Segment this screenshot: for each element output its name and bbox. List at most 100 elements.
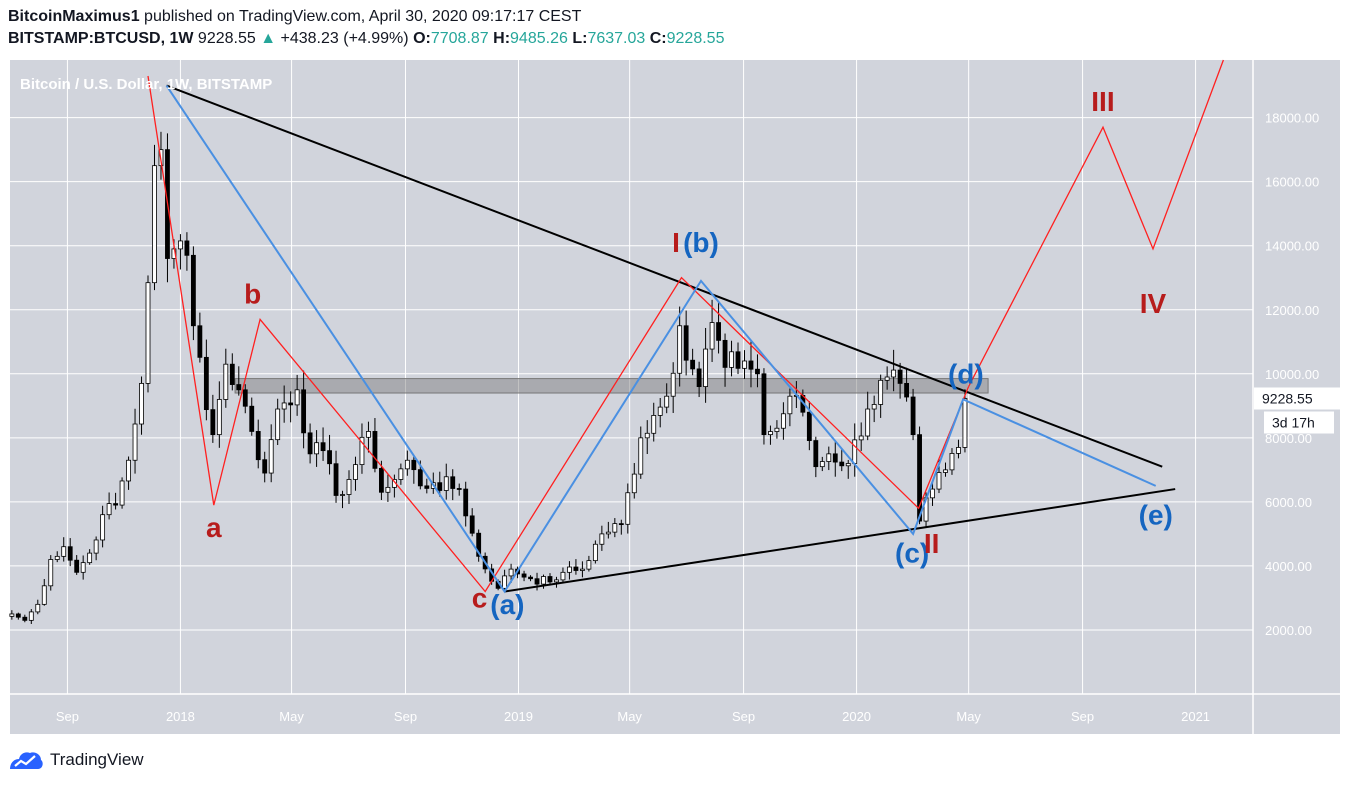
candle-up <box>729 351 734 368</box>
candle-up <box>404 459 410 470</box>
candle-up <box>48 559 54 587</box>
candle-down <box>210 409 216 436</box>
candle-up <box>644 432 650 439</box>
candle-down <box>832 453 838 463</box>
candle-down <box>15 613 21 618</box>
x-tick-label: Sep <box>394 709 417 724</box>
candle-up <box>930 488 935 499</box>
candle-up <box>398 468 404 480</box>
candle-down <box>716 322 721 341</box>
candle-down <box>113 503 119 506</box>
wave-path[interactable] <box>147 75 970 593</box>
candle-down <box>450 476 456 489</box>
candle-down <box>379 467 384 493</box>
candle-up <box>780 413 786 429</box>
candle-up <box>631 473 637 494</box>
time-axis[interactable] <box>10 694 1253 734</box>
wave-label: II <box>924 528 940 559</box>
trendline[interactable] <box>504 488 1176 593</box>
candle-down <box>203 356 209 411</box>
candle-down <box>456 488 462 490</box>
candle-up <box>145 282 151 384</box>
x-tick-label: 2019 <box>504 709 533 724</box>
x-tick-label: Sep <box>1071 709 1094 724</box>
last-price-label: 9228.55 <box>1262 390 1313 406</box>
candle-up <box>560 571 566 581</box>
candle-down <box>197 325 203 358</box>
candle-down <box>897 369 903 384</box>
candle-up <box>891 369 897 378</box>
candle-down <box>288 402 294 406</box>
resistance-zone[interactable] <box>234 378 989 394</box>
candle-up <box>670 372 676 397</box>
candle-up <box>878 379 884 405</box>
candle-down <box>327 450 332 465</box>
x-tick-label: 2021 <box>1181 709 1210 724</box>
candle-down <box>67 546 73 561</box>
candle-up <box>567 566 572 573</box>
author-name[interactable]: BitcoinMaximus1 <box>8 8 140 25</box>
candle-up <box>340 494 345 496</box>
candle-down <box>333 463 339 496</box>
drawings <box>147 59 1225 594</box>
candle-up <box>936 472 942 490</box>
candle-up <box>774 427 780 432</box>
candle-up <box>858 435 864 441</box>
wave-label: (c) <box>895 538 929 569</box>
wave-path[interactable] <box>968 59 1225 387</box>
change-arrow-icon: ▲ <box>260 30 277 47</box>
candle-up <box>126 459 131 482</box>
candle-down <box>301 389 307 434</box>
candle-up <box>443 476 449 491</box>
last-price: 9228.55 <box>197 30 256 47</box>
candle-down <box>74 559 80 573</box>
candle-up <box>625 492 631 525</box>
grid <box>10 60 1253 694</box>
candle-up <box>61 546 67 557</box>
y-tick-label: 2000.00 <box>1265 623 1312 638</box>
candle-up <box>275 408 281 441</box>
y-tick-label: 8000.00 <box>1265 431 1312 446</box>
wave-label: (e) <box>1139 499 1173 530</box>
plot-area[interactable] <box>10 60 1253 694</box>
candle-down <box>690 359 696 370</box>
time-axis-labels: Sep 2018 May Sep 2019 May Sep 2020 May Sep 2021 <box>56 709 1210 724</box>
candle-down <box>534 578 540 585</box>
candle-up <box>35 603 41 613</box>
ohlc-line: BITSTAMP:BTCUSD, 1W 9228.55 ▲ +438.23 (+… <box>8 28 1348 50</box>
x-tick-label: Sep <box>732 709 755 724</box>
publication-line: BitcoinMaximus1 published on TradingView… <box>8 6 1348 28</box>
candle-up <box>502 575 508 589</box>
candle-down <box>372 431 378 469</box>
x-tick-label: May <box>279 709 304 724</box>
wave-label: (b) <box>683 227 719 258</box>
high-value: 9485.26 <box>510 30 568 47</box>
candle-up <box>768 431 773 436</box>
low-label: L: <box>572 30 588 47</box>
candle-down <box>573 566 579 571</box>
candle-down <box>910 396 916 436</box>
wave-labels: a b c (a) I (b) (c)II (d) (e) III IV <box>206 86 1173 620</box>
candle-up <box>41 585 47 605</box>
candle-up <box>638 437 644 475</box>
candle-up <box>956 447 961 454</box>
candle-up <box>819 461 825 468</box>
tradingview-brand[interactable]: TradingView <box>50 750 144 769</box>
candle-up <box>281 402 287 410</box>
candle-up <box>579 568 585 571</box>
open-value: 7708.87 <box>430 30 489 47</box>
resistance-zone-layer <box>234 378 989 394</box>
candle-up <box>87 552 93 564</box>
wave-path[interactable] <box>165 85 1157 594</box>
candle-down <box>437 482 443 491</box>
candle-up <box>554 579 559 583</box>
tradingview-logo-icon[interactable] <box>8 749 44 771</box>
price-change: +438.23 (+4.99%) <box>280 30 409 47</box>
x-tick-label: Sep <box>56 709 79 724</box>
candle-up <box>586 560 592 570</box>
candle-up <box>703 348 709 388</box>
candle-up <box>787 395 793 415</box>
trendline[interactable] <box>166 84 1163 468</box>
candle-up <box>9 613 15 617</box>
